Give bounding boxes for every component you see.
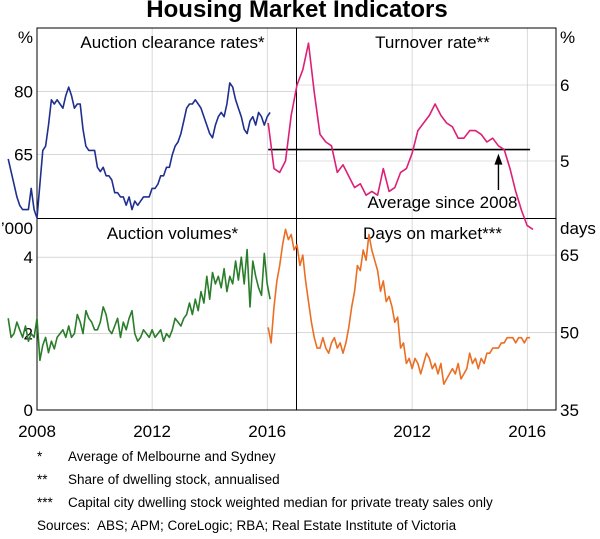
panel-bottom-right: 35 50 65 days Days on market*** [267, 219, 596, 420]
footnote-1-marker: * [37, 449, 43, 464]
series-line-bottom-left [7, 248, 271, 362]
panel-title: Days on market*** [363, 224, 502, 243]
y-tick-label: 50 [560, 324, 579, 343]
series-line-bottom-right [267, 228, 531, 386]
footnote-1-text: Average of Melbourne and Sydney [68, 449, 276, 464]
unit-label: % [560, 28, 575, 47]
panel-bottom-left: 0 2 4 ’000 Auction volumes* [1, 219, 271, 420]
panel-top-right: 5 6% Turnover rate** Average since 2008 [267, 28, 575, 231]
sources-text: ABS; APM; CoreLogic; RBA; Real Estate In… [97, 518, 457, 533]
series-line-top-left [7, 82, 271, 219]
sources-label: Sources: [37, 518, 90, 533]
panel-title: Turnover rate** [375, 33, 490, 52]
y-tick-label: 65 [14, 146, 33, 165]
unit-label: ’000 [1, 219, 33, 238]
y-tick-label: 80 [14, 82, 33, 101]
footnote-2-text: Share of dwelling stock, annualised [68, 472, 280, 487]
unit-label: days [560, 219, 596, 238]
annotation-arrow-head [494, 153, 503, 165]
y-tick-label: 35 [560, 401, 579, 420]
y-tick-label: 65 [560, 246, 579, 265]
panel-title: Auction clearance rates* [80, 33, 265, 52]
footnote-2-marker: ** [37, 472, 48, 487]
panels: 65 80% Auction clearance rates* 5 6% Turnover… [1, 28, 596, 420]
footnote-3-marker: *** [37, 495, 54, 510]
footnote-3-text: Capital city dwelling stock weighted med… [68, 495, 493, 510]
footnotes: * Average of Melbourne and Sydney ** Sha… [37, 449, 493, 533]
panel-title: Auction volumes* [107, 224, 239, 243]
series-line-top-right [267, 42, 534, 231]
y-tick-label: 6 [560, 76, 569, 95]
annotation-label: Average since 2008 [368, 193, 518, 212]
panel-top-left: 65 80% Auction clearance rates* [7, 28, 271, 219]
figure-title: Housing Market Indicators [146, 0, 447, 23]
y-tick-label: 5 [560, 152, 569, 171]
x-tick-label: 2012 [133, 422, 171, 441]
unit-label: % [18, 28, 33, 47]
x-tick-label: 2008 [18, 422, 56, 441]
y-tick-label: 4 [24, 248, 33, 267]
x-axis: 2008 2012 2016 2012 2016 [18, 422, 546, 441]
y-tick-label: 0 [24, 401, 33, 420]
x-tick-label: 2016 [248, 422, 286, 441]
x-tick-label: 2012 [393, 422, 431, 441]
y-tick-label: 2 [24, 325, 33, 344]
x-tick-label: 2016 [508, 422, 546, 441]
